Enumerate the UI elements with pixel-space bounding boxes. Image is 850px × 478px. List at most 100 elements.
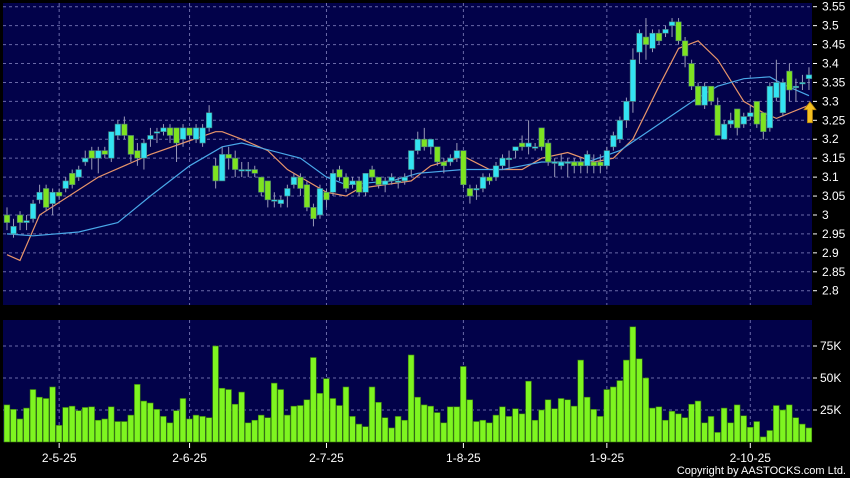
volume-bar [564,399,571,443]
candle-body [532,146,539,149]
volume-bar [453,406,460,443]
volume-bar [492,414,500,443]
volume-bar [29,389,37,443]
candle [753,101,760,128]
candle-body [427,138,434,148]
volume-bar [316,393,324,443]
volume-bar [218,387,226,443]
volume-bar [427,405,434,443]
volume-bar [773,405,780,443]
volume-bar [336,405,343,443]
volume-bar [531,419,539,443]
candle-body [545,142,552,163]
candle-body [681,40,689,57]
candle-body [571,161,578,167]
volume-bar [681,417,689,443]
price-tick-label: 2.85 [822,265,846,279]
candle [199,124,206,147]
volume-bar [597,416,604,443]
volume-bar [505,416,513,443]
candle [701,82,708,109]
candle-body [108,131,115,159]
candle [388,173,395,185]
volume-bar [557,398,565,443]
candle-body [62,180,69,189]
price-tick-label: 3.55 [822,0,846,14]
candle-body [173,127,180,144]
volume-bar [381,417,389,443]
volume-bar [349,416,356,443]
volume-bar [134,384,141,443]
candle-body [297,176,304,189]
candle-body [382,180,389,185]
candle-body [395,180,402,183]
volume-bar [140,400,148,443]
candle-body [805,74,813,79]
candle-body [799,82,806,85]
volume-bar [675,413,682,443]
candle-body [486,176,493,182]
candle [369,165,376,181]
candle [323,188,330,208]
candle [662,25,669,37]
candle-body [264,180,271,201]
candle-body [232,157,239,170]
candle [56,188,63,200]
candle-body [518,142,526,148]
volume-bar [173,410,180,443]
candle-body [284,188,291,197]
volume-bar [127,414,134,443]
candle-body [779,82,786,114]
candle [277,196,284,208]
candle [597,154,604,174]
candle [799,74,806,91]
candle-body [192,127,200,140]
candle-body [212,165,219,182]
candle-body [277,199,284,204]
candle-body [225,154,232,159]
price-tick-label: 3.5 [822,19,839,33]
candle-body [734,108,741,129]
candle [408,150,415,178]
candle-body [760,112,767,132]
volume-bar [212,345,219,443]
volume-bar [310,357,317,443]
candle-body [36,191,43,201]
candle-body [551,161,558,164]
volume-bar [94,419,102,443]
price-tick-label: 3 [822,208,829,222]
candle-body [121,123,128,136]
candle [160,124,167,136]
candle-body [153,131,161,134]
price-tick-label: 3.35 [822,75,846,89]
candle [610,131,617,151]
candle-body [408,150,415,170]
candle [349,177,356,189]
candle-body [75,169,82,178]
volume-bar [244,422,252,443]
candle-body [369,169,376,178]
candle [675,18,682,45]
candle [460,150,467,189]
candle [153,127,161,144]
candle-body [766,85,773,129]
candle [786,63,793,102]
candle [121,116,128,140]
candle [512,146,519,159]
volume-bar [486,422,493,443]
volume-bar [166,422,174,443]
candle [479,173,487,193]
candle [453,143,460,162]
candle-body [219,154,226,182]
volume-bar [720,407,728,443]
candle-body [101,150,108,155]
volume-tick-label: 25K [820,403,841,417]
volume-bar [49,386,56,443]
volume-bar [75,410,82,443]
volume-bar [355,423,363,443]
candle [505,150,513,170]
candle-body [160,127,167,132]
candle [355,177,363,197]
candle-body [179,127,187,140]
volume-bar [251,419,258,443]
